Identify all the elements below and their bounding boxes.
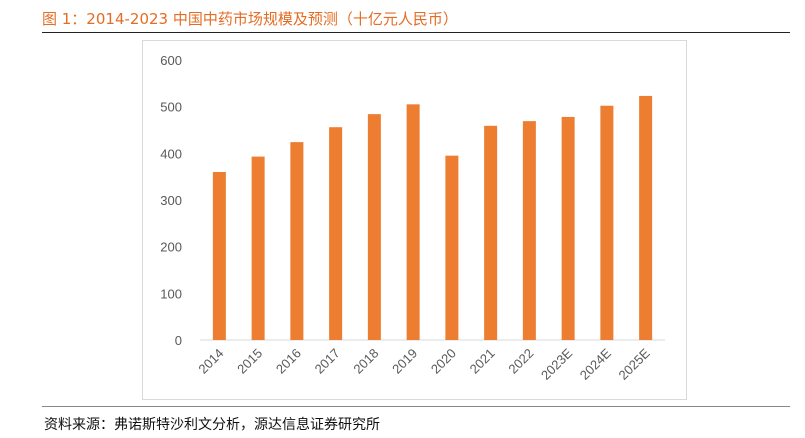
- bar-2024E: [600, 105, 614, 340]
- x-tick-label: 2025E: [616, 345, 653, 382]
- y-tick-label: 600: [160, 53, 182, 68]
- bar-2018: [367, 114, 381, 340]
- y-tick-label: 400: [160, 146, 182, 161]
- x-tick-label: 2023E: [538, 345, 575, 382]
- bar-2019: [406, 104, 420, 340]
- bar-2021: [484, 125, 498, 340]
- y-tick-label: 100: [160, 286, 182, 301]
- bar-2015: [251, 156, 265, 340]
- x-tick-label: 2017: [312, 346, 343, 377]
- x-tick-label: 2021: [467, 346, 498, 377]
- x-tick-label: 2018: [350, 346, 381, 377]
- x-tick-label: 2019: [389, 346, 420, 377]
- bar-2020: [445, 155, 459, 340]
- x-tick-label: 2024E: [577, 345, 614, 382]
- title-divider: [42, 32, 790, 33]
- source-divider: [42, 406, 790, 407]
- x-tick-label: 2022: [505, 346, 536, 377]
- source-note: 资料来源：弗诺斯特沙利文分析，源达信息证券研究所: [44, 417, 380, 433]
- y-tick-label: 200: [160, 240, 182, 255]
- y-tick-label: 300: [160, 193, 182, 208]
- x-tick-label: 2016: [273, 346, 304, 377]
- x-tick-label: 2020: [428, 346, 459, 377]
- y-tick-label: 500: [160, 100, 182, 115]
- x-tick-label: 2015: [234, 346, 265, 377]
- bar-2025E: [639, 95, 653, 340]
- bar-2017: [329, 127, 343, 340]
- x-tick-label: 2014: [195, 346, 226, 377]
- bar-2014: [212, 172, 226, 340]
- bar-2016: [290, 142, 304, 340]
- figure-title: 图 1：2014-2023 中国中药市场规模及预测（十亿元人民币）: [42, 10, 458, 28]
- y-tick-label: 0: [175, 333, 182, 348]
- bar-2022: [522, 121, 536, 340]
- bar-2023E: [561, 116, 575, 340]
